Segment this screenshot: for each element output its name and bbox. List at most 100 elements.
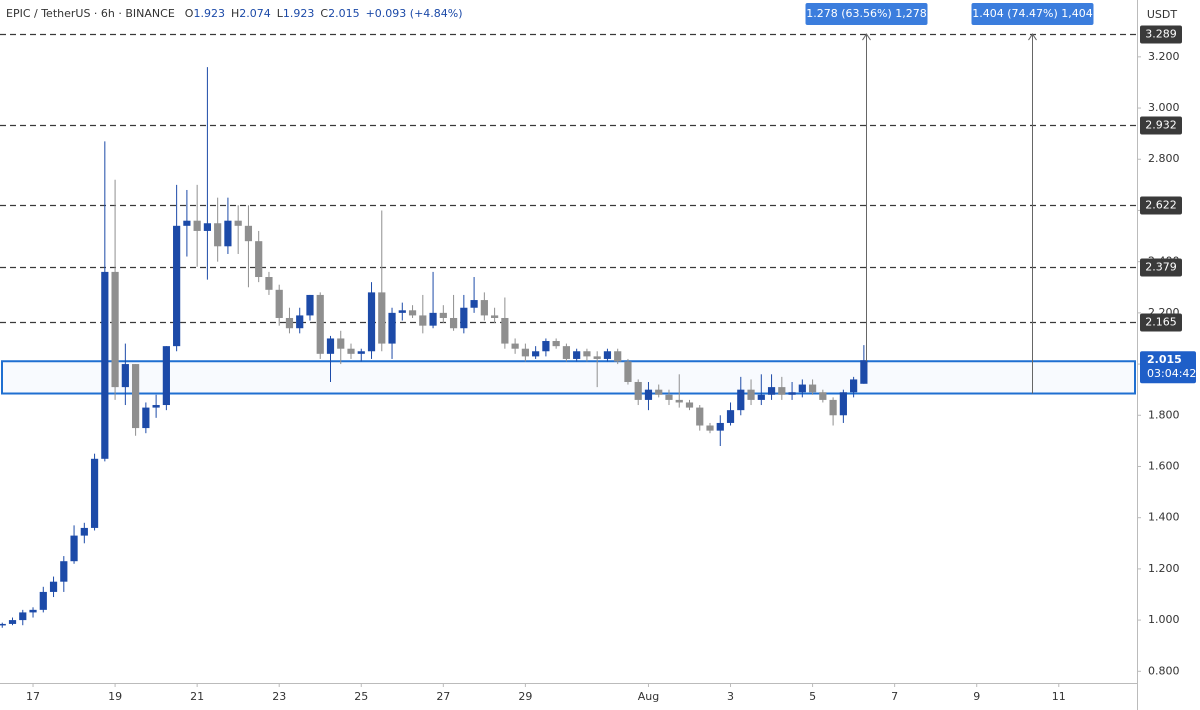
y-tick-label: 3.000 (1148, 101, 1180, 114)
candle-body (70, 535, 78, 562)
x-tick-label: 29 (518, 690, 532, 703)
level-label: 2.379 (1145, 261, 1177, 274)
candle-body (255, 241, 263, 278)
candle-body (644, 389, 653, 400)
candle-body (573, 351, 581, 359)
last-price: 2.015 (1147, 353, 1182, 366)
level-label-box (1140, 258, 1182, 277)
candle-body (388, 312, 396, 344)
candle-body (0, 623, 6, 626)
candle-body (655, 389, 663, 395)
measure-label: 1.278 (63.56%) 1,278 (806, 7, 927, 20)
candle-body (788, 392, 796, 395)
candle-body (850, 379, 858, 393)
change: +0.093 (+4.84%) (366, 7, 463, 20)
candle-body (603, 351, 612, 359)
countdown: 03:04:42 (1147, 367, 1196, 380)
candle-body (49, 581, 58, 592)
candle-body (8, 620, 17, 624)
candle-body (798, 384, 806, 393)
candle-body (183, 220, 191, 226)
level-label-box (1140, 25, 1182, 44)
candle-body (29, 609, 37, 613)
level-label-box (1140, 116, 1182, 135)
candle-body (408, 310, 417, 316)
candle-body (306, 294, 314, 316)
level-label: 3.289 (1145, 28, 1177, 41)
candle-body (665, 394, 673, 400)
candle-body (214, 223, 222, 247)
candle-body (778, 387, 786, 395)
x-tick-label: 21 (190, 690, 204, 703)
candle-body (470, 300, 478, 308)
last-price-box (1140, 351, 1196, 384)
currency-label: USDT (1147, 8, 1178, 21)
measure-label-box (971, 3, 1094, 25)
candle-body (357, 351, 365, 354)
candle-body (90, 458, 99, 528)
candle-body (583, 351, 591, 357)
x-tick-label: Aug (638, 690, 659, 703)
candle-body (316, 294, 324, 354)
candle-body (552, 341, 560, 347)
y-tick-label: 0.800 (1148, 664, 1180, 677)
candle-body (675, 399, 683, 403)
measure-arrowhead (862, 33, 871, 41)
candle-body (839, 392, 847, 416)
candle-body (706, 425, 714, 431)
candle-body (480, 300, 488, 316)
candle-body (593, 356, 601, 359)
candle-body (419, 315, 427, 326)
candle-body (737, 389, 745, 411)
ohlc-key: L (277, 7, 284, 20)
measure-arrowhead (1028, 33, 1037, 41)
x-tick-label: 25 (354, 690, 368, 703)
x-tick-label: 9 (973, 690, 980, 703)
level-label: 2.622 (1145, 199, 1177, 212)
x-tick-label: 11 (1052, 690, 1066, 703)
candle-body (111, 271, 119, 388)
x-tick-label: 5 (809, 690, 816, 703)
candle-body (101, 271, 109, 459)
candle-body (532, 351, 540, 357)
candle-body (224, 220, 232, 247)
candle-body (275, 289, 283, 318)
candle-body (285, 317, 294, 329)
candle-body (121, 364, 129, 388)
candle-body (39, 591, 47, 610)
y-tick-label: 1.600 (1148, 459, 1180, 472)
ohlc-key: C (320, 7, 328, 20)
level-label-box (1140, 313, 1182, 332)
candle-body (767, 387, 776, 395)
candle-body (203, 223, 212, 231)
support-zone (1, 360, 1136, 395)
candle-body (491, 315, 499, 318)
candle-body (634, 381, 642, 400)
ohlc-value: 1.923 (283, 7, 315, 20)
candle-body (624, 361, 632, 382)
y-tick-label: 3.200 (1148, 50, 1180, 63)
x-tick-label: 7 (891, 690, 898, 703)
x-tick-label: 19 (108, 690, 122, 703)
candle-body (337, 338, 345, 349)
candle-body (132, 364, 140, 429)
candle-body (265, 277, 273, 290)
candle-body (429, 312, 437, 326)
candle-body (685, 402, 694, 408)
x-tick-label: 23 (272, 690, 286, 703)
candle-body (60, 561, 68, 582)
candle-body (367, 292, 376, 352)
candle-body (439, 312, 447, 318)
candle-body (296, 315, 304, 329)
candle-body (173, 225, 181, 347)
candle-body (19, 612, 27, 621)
candle-body (829, 399, 837, 416)
candle-body (542, 341, 550, 352)
candle-body (244, 225, 253, 242)
candle-body (142, 407, 150, 429)
y-tick-label: 1.000 (1148, 613, 1180, 626)
candle-body (696, 407, 704, 426)
ohlc-key: O (185, 7, 194, 20)
